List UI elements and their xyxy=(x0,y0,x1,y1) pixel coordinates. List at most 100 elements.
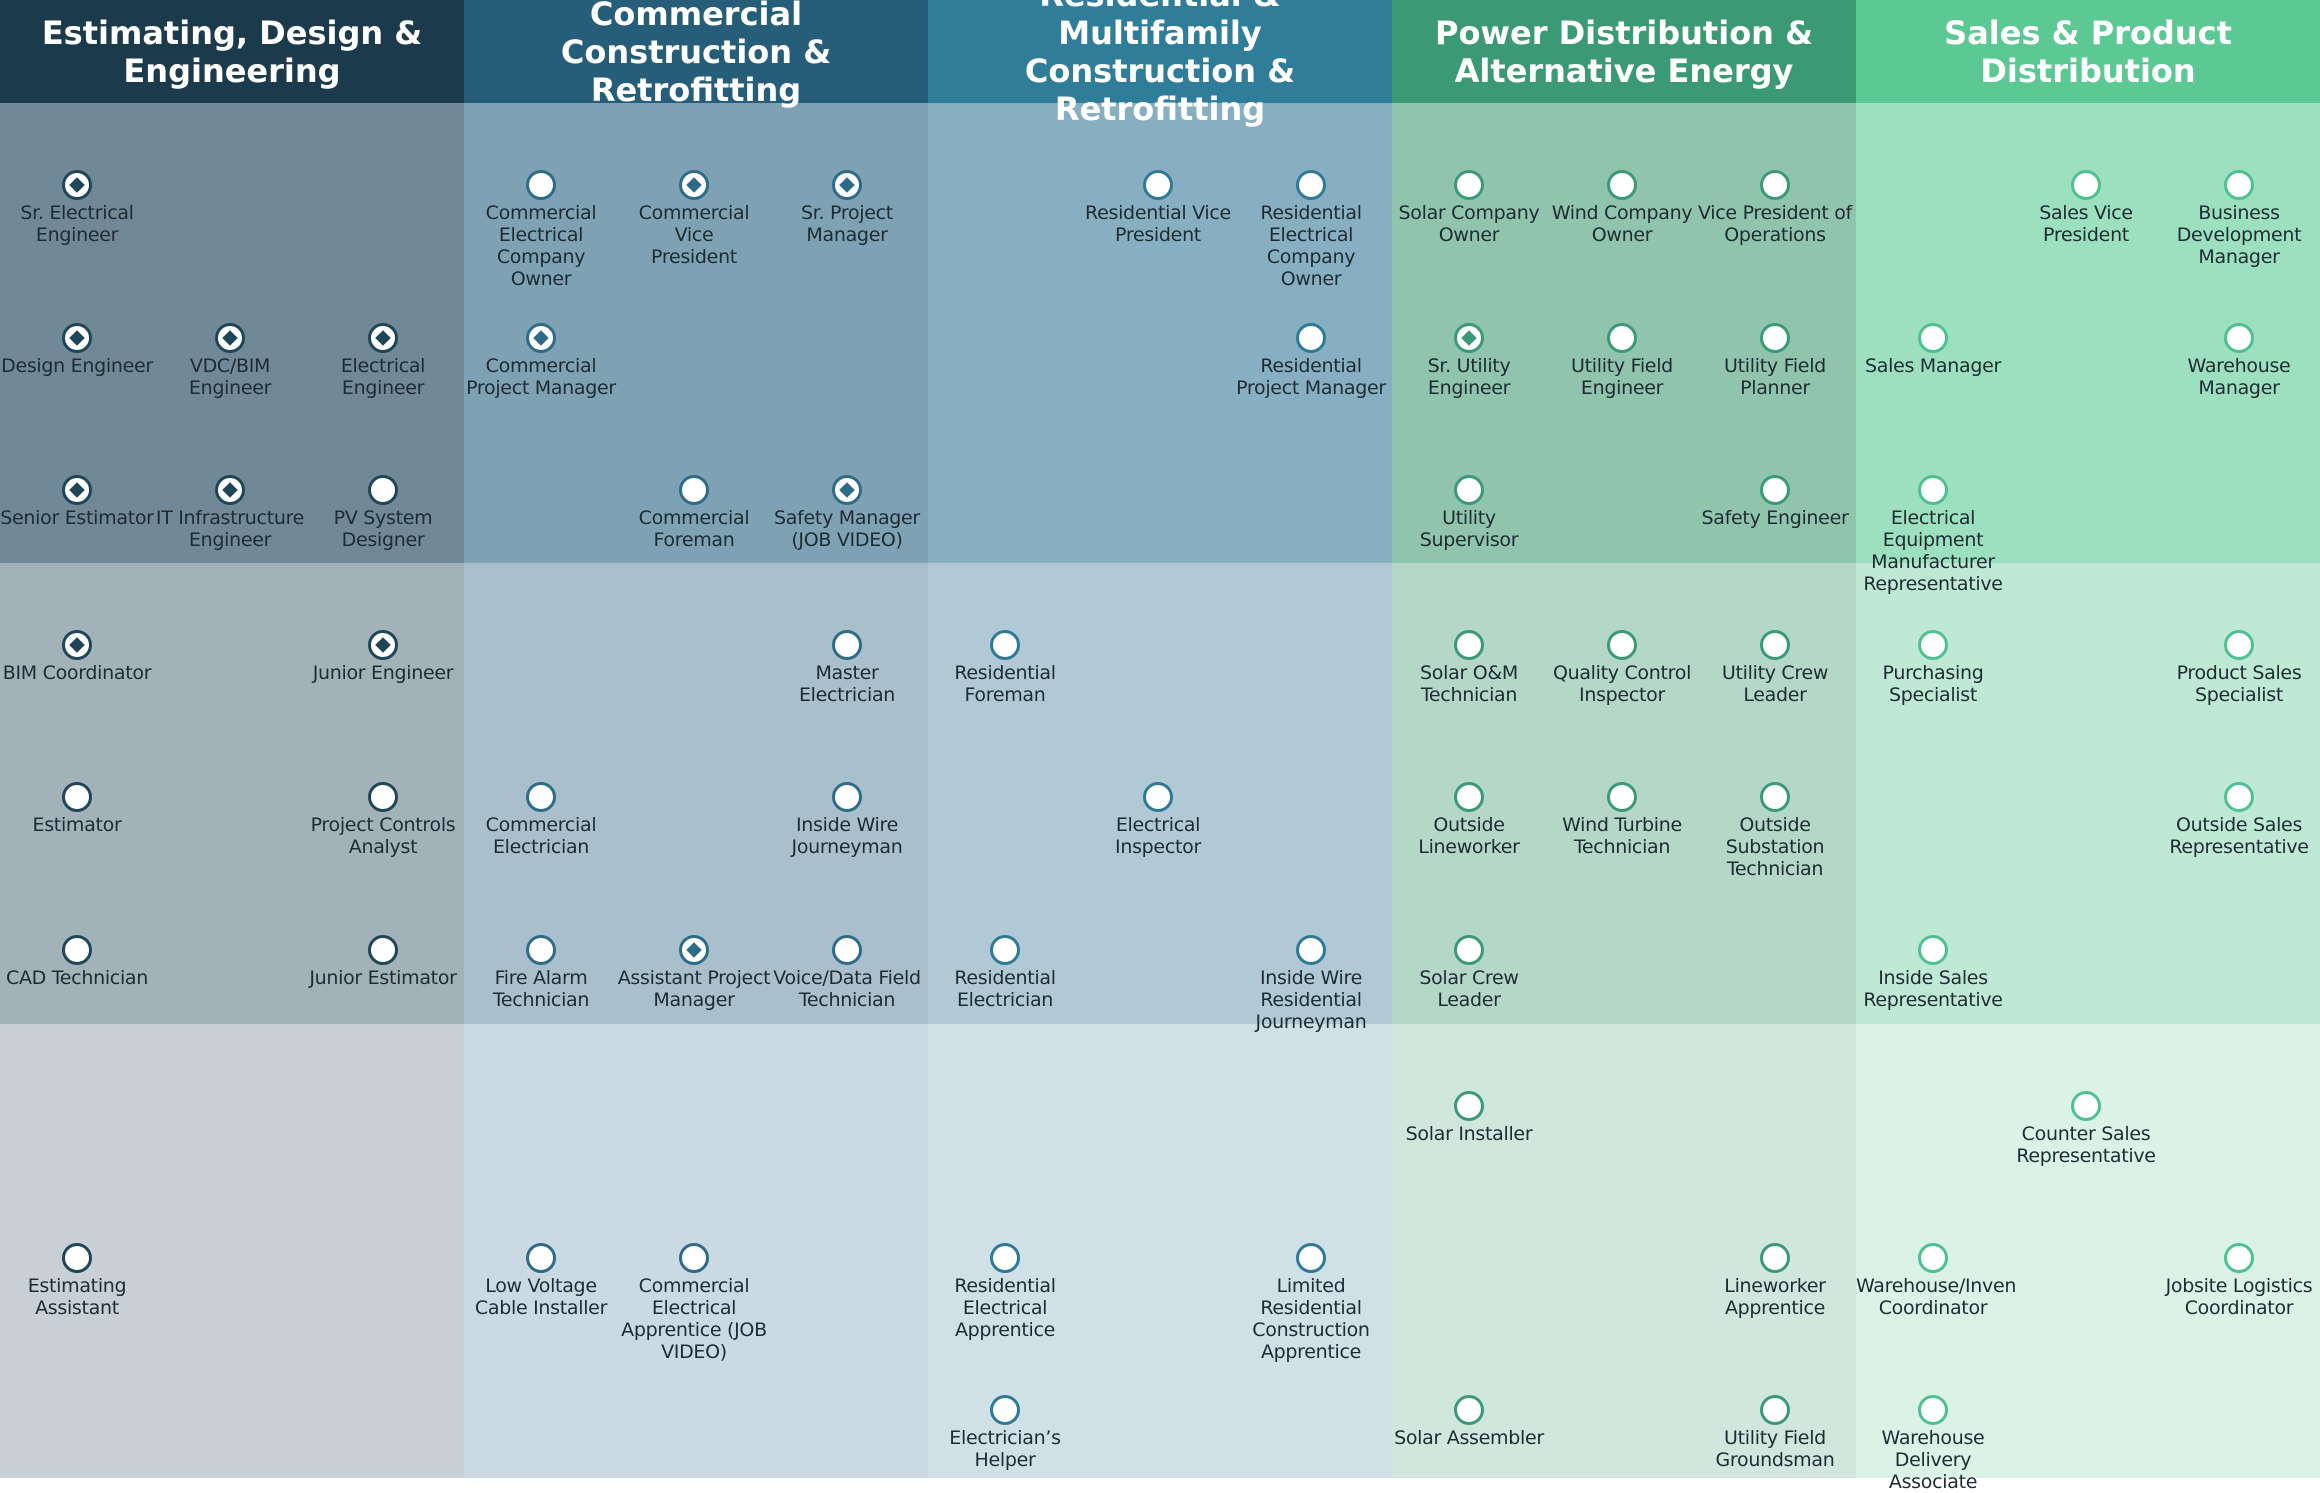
career-node[interactable]: Commercial Foreman xyxy=(617,475,771,551)
career-node[interactable]: Wind Company Owner xyxy=(1545,170,1699,246)
career-node[interactable]: Electrical Inspector xyxy=(1081,782,1235,858)
career-node[interactable]: Safety Manager (JOB VIDEO) xyxy=(770,475,924,551)
career-node-icon xyxy=(1760,170,1790,200)
career-node-label-line: Residential xyxy=(954,967,1056,989)
career-node-label: Solar Assembler xyxy=(1392,1427,1546,1449)
career-node[interactable]: Commercial Vice President xyxy=(617,170,771,268)
career-node[interactable]: Junior Engineer xyxy=(306,630,460,684)
career-node-label-line: Engineer xyxy=(1580,377,1664,399)
video-marker-icon xyxy=(832,475,862,505)
career-node[interactable]: Lineworker Apprentice xyxy=(1698,1243,1852,1319)
career-node[interactable]: Warehouse Manager xyxy=(2162,323,2316,399)
career-node[interactable]: Junior Estimator xyxy=(306,935,460,989)
career-node-label: Residential Electrical Company Owner xyxy=(1234,202,1388,290)
career-node[interactable]: Utility Field Groundsman xyxy=(1698,1395,1852,1471)
career-node[interactable]: Senior Estimator xyxy=(0,475,154,529)
career-node[interactable]: Fire Alarm Technician xyxy=(464,935,618,1011)
career-node[interactable]: Outside Lineworker xyxy=(1392,782,1546,858)
career-node[interactable]: CAD Technician xyxy=(0,935,154,989)
career-node[interactable]: Residential Electrical Apprentice xyxy=(928,1243,1082,1341)
career-node[interactable]: Commercial Electrician xyxy=(464,782,618,858)
career-node[interactable]: Utility Crew Leader xyxy=(1698,630,1852,706)
career-node[interactable]: Jobsite Logistics Coordinator xyxy=(2162,1243,2316,1319)
career-node[interactable]: Residential Project Manager xyxy=(1234,323,1388,399)
career-node[interactable]: Project Controls Analyst xyxy=(306,782,460,858)
diamond-icon xyxy=(686,177,702,193)
career-node-icon xyxy=(62,1243,92,1273)
career-node[interactable]: Residential Vice President xyxy=(1081,170,1235,246)
career-node[interactable]: Residential Electrical Company Owner xyxy=(1234,170,1388,290)
career-node[interactable]: Solar Assembler xyxy=(1392,1395,1546,1449)
career-node[interactable]: Quality Control Inspector xyxy=(1545,630,1699,706)
career-node[interactable]: Utility Field Planner xyxy=(1698,323,1852,399)
career-node[interactable]: Commercial Electrical Apprentice (JOB VIDEO… xyxy=(617,1243,771,1363)
career-node[interactable]: Utility Field Engineer xyxy=(1545,323,1699,399)
career-node-icon xyxy=(990,935,1020,965)
career-node[interactable]: Sales Vice President xyxy=(2009,170,2163,246)
career-node[interactable]: Purchasing Specialist xyxy=(1856,630,2010,706)
career-node-label-line: BIM Coordinator xyxy=(2,662,152,684)
career-node[interactable]: Solar Installer xyxy=(1392,1091,1546,1145)
career-node-label: Solar Crew Leader xyxy=(1392,967,1546,1011)
career-node-label: IT Infrastructure Engineer xyxy=(153,507,307,551)
career-node-label-line: IT Infrastructure xyxy=(155,507,305,529)
career-node[interactable]: Counter Sales Representative xyxy=(2009,1091,2163,1167)
career-node[interactable]: Residential Foreman xyxy=(928,630,1082,706)
career-node[interactable]: Outside Substation Technician xyxy=(1698,782,1852,880)
career-node[interactable]: Commercial Electrical Company Owner xyxy=(464,170,618,290)
career-node-label: Residential Electrician xyxy=(928,967,1082,1011)
career-node-label-line: Operations xyxy=(1724,224,1826,246)
career-node[interactable]: Low Voltage Cable Installer xyxy=(464,1243,618,1319)
career-node[interactable]: Warehouse Delivery Associate xyxy=(1856,1395,2010,1493)
career-node[interactable]: Voice/Data Field Technician xyxy=(770,935,924,1011)
career-node[interactable]: Sr. Electrical Engineer xyxy=(0,170,154,246)
diamond-icon xyxy=(222,330,238,346)
career-node[interactable]: Wind Turbine Technician xyxy=(1545,782,1699,858)
career-node[interactable]: Inside Wire Journeyman xyxy=(770,782,924,858)
career-node-label-line: Outside Sales xyxy=(2175,814,2303,836)
career-node[interactable]: Business Development Manager xyxy=(2162,170,2316,268)
career-node[interactable]: Residential Electrician xyxy=(928,935,1082,1011)
career-node[interactable]: Vice President of Operations xyxy=(1698,170,1852,246)
career-node[interactable]: Estimating Assistant xyxy=(0,1243,154,1319)
career-node-label: Solar Company Owner xyxy=(1392,202,1546,246)
career-node[interactable]: Inside Wire Residential Journeyman xyxy=(1234,935,1388,1033)
career-node[interactable]: Inside Sales Representative xyxy=(1856,935,2010,1011)
career-node[interactable]: Safety Engineer xyxy=(1698,475,1852,529)
career-node-label-line: Purchasing xyxy=(1882,662,1984,684)
career-node[interactable]: Sr. Project Manager xyxy=(770,170,924,246)
career-node[interactable]: Assistant Project Manager xyxy=(617,935,771,1011)
career-node-icon xyxy=(2224,1243,2254,1273)
career-node[interactable]: Electrical Equipment Manufacturer Represent… xyxy=(1856,475,2010,595)
career-node[interactable]: Product Sales Specialist xyxy=(2162,630,2316,706)
career-node-label-line: Representative xyxy=(2016,1145,2156,1167)
career-node[interactable]: Warehouse/Inven Coordinator xyxy=(1856,1243,2016,1319)
career-node[interactable]: Electrician’s Helper xyxy=(928,1395,1082,1471)
career-node-label-line: Manager xyxy=(806,224,888,246)
career-node[interactable]: Commercial Project Manager xyxy=(464,323,618,399)
career-node[interactable]: Estimator xyxy=(0,782,154,836)
career-node[interactable]: Limited Residential Construction Apprentice xyxy=(1234,1243,1388,1363)
career-node[interactable]: Electrical Engineer xyxy=(306,323,460,399)
career-node[interactable]: BIM Coordinator xyxy=(0,630,154,684)
career-node[interactable]: Utility Supervisor xyxy=(1392,475,1546,551)
column-header-line: Estimating, Design & xyxy=(41,13,423,52)
career-node[interactable]: Solar O&M Technician xyxy=(1392,630,1546,706)
career-node[interactable]: Sales Manager xyxy=(1856,323,2010,377)
career-node[interactable]: PV System Designer xyxy=(306,475,460,551)
career-node[interactable]: IT Infrastructure Engineer xyxy=(153,475,307,551)
career-node-label: Wind Company Owner xyxy=(1545,202,1699,246)
career-node[interactable]: Sr. Utility Engineer xyxy=(1392,323,1546,399)
career-node[interactable]: Outside Sales Representative xyxy=(2162,782,2316,858)
career-node[interactable]: Master Electrician xyxy=(770,630,924,706)
career-node-label-line: Representative xyxy=(1863,989,2003,1011)
career-node[interactable]: VDC/BIM Engineer xyxy=(153,323,307,399)
career-node-label-line: Junior Estimator xyxy=(309,967,457,989)
career-node[interactable]: Solar Company Owner xyxy=(1392,170,1546,246)
career-node[interactable]: Solar Crew Leader xyxy=(1392,935,1546,1011)
career-node-label: Commercial Electrical Company Owner xyxy=(464,202,618,290)
career-node-icon xyxy=(1296,170,1326,200)
career-node[interactable]: Design Engineer xyxy=(0,323,154,377)
column-header-line: Retrofitting xyxy=(590,70,802,109)
career-node-label-line: Cable Installer xyxy=(474,1297,608,1319)
